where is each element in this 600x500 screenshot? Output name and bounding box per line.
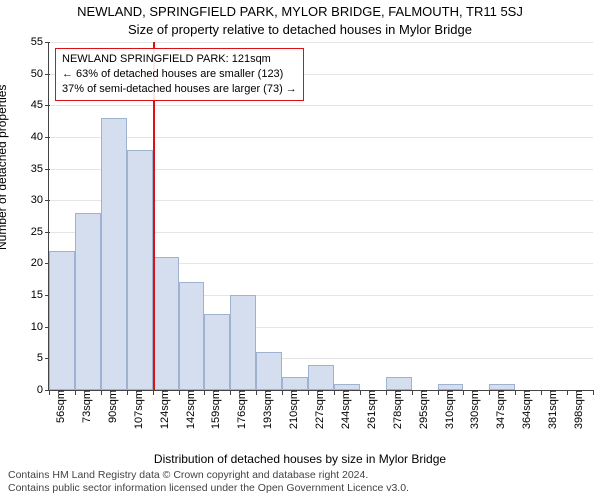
x-tick-label: 261sqm [364, 390, 378, 429]
x-tick-mark [179, 390, 180, 395]
x-tick-label: 381sqm [545, 390, 559, 429]
x-tick-mark [515, 390, 516, 395]
y-tick: 0 [37, 384, 49, 396]
y-tick: 35 [31, 163, 49, 175]
histogram-bar [75, 213, 101, 390]
y-axis-label: Number of detached properties [0, 85, 9, 250]
y-tick: 15 [31, 289, 49, 301]
x-tick-mark [204, 390, 205, 395]
y-tick: 20 [31, 257, 49, 269]
x-tick-mark [386, 390, 387, 395]
y-tick: 25 [31, 226, 49, 238]
x-tick-label: 142sqm [183, 390, 197, 429]
x-tick-mark [593, 390, 594, 395]
x-tick-label: 278sqm [390, 390, 404, 429]
x-tick-mark [541, 390, 542, 395]
histogram-bar [308, 365, 334, 390]
x-tick-label: 73sqm [79, 390, 93, 423]
x-tick-mark [282, 390, 283, 395]
x-tick-label: 193sqm [260, 390, 274, 429]
histogram-bar [153, 257, 179, 390]
x-tick-label: 295sqm [416, 390, 430, 429]
x-tick-mark [360, 390, 361, 395]
x-tick-label: 310sqm [442, 390, 456, 429]
x-tick-mark [230, 390, 231, 395]
x-tick-label: 364sqm [519, 390, 533, 429]
x-tick-label: 124sqm [157, 390, 171, 429]
footer: Contains HM Land Registry data © Crown c… [8, 469, 409, 496]
histogram-bar [127, 150, 153, 390]
histogram-bar [230, 295, 256, 390]
histogram-bar [256, 352, 282, 390]
annotation-line1: NEWLAND SPRINGFIELD PARK: 121sqm [62, 52, 297, 67]
x-tick-label: 227sqm [312, 390, 326, 429]
x-tick-label: 347sqm [493, 390, 507, 429]
histogram-bar [386, 377, 412, 390]
x-tick-label: 176sqm [234, 390, 248, 429]
footer-line1: Contains HM Land Registry data © Crown c… [8, 469, 409, 483]
x-tick-mark [153, 390, 154, 395]
histogram-bar [179, 282, 205, 390]
x-tick-mark [127, 390, 128, 395]
y-tick: 30 [31, 194, 49, 206]
y-tick: 55 [31, 36, 49, 48]
y-tick: 5 [37, 352, 49, 364]
x-tick-mark [334, 390, 335, 395]
plot-area: 051015202530354045505556sqm73sqm90sqm107… [48, 42, 593, 391]
x-tick-label: 90sqm [105, 390, 119, 423]
x-tick-label: 244sqm [338, 390, 352, 429]
y-tick: 40 [31, 131, 49, 143]
x-tick-label: 330sqm [467, 390, 481, 429]
x-tick-mark [463, 390, 464, 395]
y-tick: 45 [31, 99, 49, 111]
x-tick-label: 159sqm [208, 390, 222, 429]
histogram-bar [204, 314, 230, 390]
x-tick-label: 56sqm [53, 390, 67, 423]
chart-title-line1: NEWLAND, SPRINGFIELD PARK, MYLOR BRIDGE,… [0, 4, 600, 19]
x-tick-label: 398sqm [571, 390, 585, 429]
x-tick-mark [308, 390, 309, 395]
x-axis-label: Distribution of detached houses by size … [0, 452, 600, 466]
x-tick-mark [49, 390, 50, 395]
histogram-bar [101, 118, 127, 390]
x-tick-label: 210sqm [286, 390, 300, 429]
x-tick-mark [256, 390, 257, 395]
histogram-bar [49, 251, 75, 390]
x-tick-mark [567, 390, 568, 395]
gridline [49, 105, 593, 106]
x-tick-mark [438, 390, 439, 395]
x-tick-label: 107sqm [131, 390, 145, 429]
x-tick-mark [412, 390, 413, 395]
annotation-line3: 37% of semi-detached houses are larger (… [62, 82, 297, 97]
footer-line2: Contains public sector information licen… [8, 482, 409, 496]
x-tick-mark [101, 390, 102, 395]
x-tick-mark [75, 390, 76, 395]
histogram-bar [282, 377, 308, 390]
chart-title-line2: Size of property relative to detached ho… [0, 22, 600, 37]
x-tick-mark [489, 390, 490, 395]
annotation-line2: ← 63% of detached houses are smaller (12… [62, 67, 297, 82]
gridline [49, 137, 593, 138]
y-tick: 50 [31, 68, 49, 80]
gridline [49, 42, 593, 43]
annotation-box: NEWLAND SPRINGFIELD PARK: 121sqm ← 63% o… [55, 48, 304, 101]
y-tick: 10 [31, 321, 49, 333]
chart-container: NEWLAND, SPRINGFIELD PARK, MYLOR BRIDGE,… [0, 0, 600, 500]
